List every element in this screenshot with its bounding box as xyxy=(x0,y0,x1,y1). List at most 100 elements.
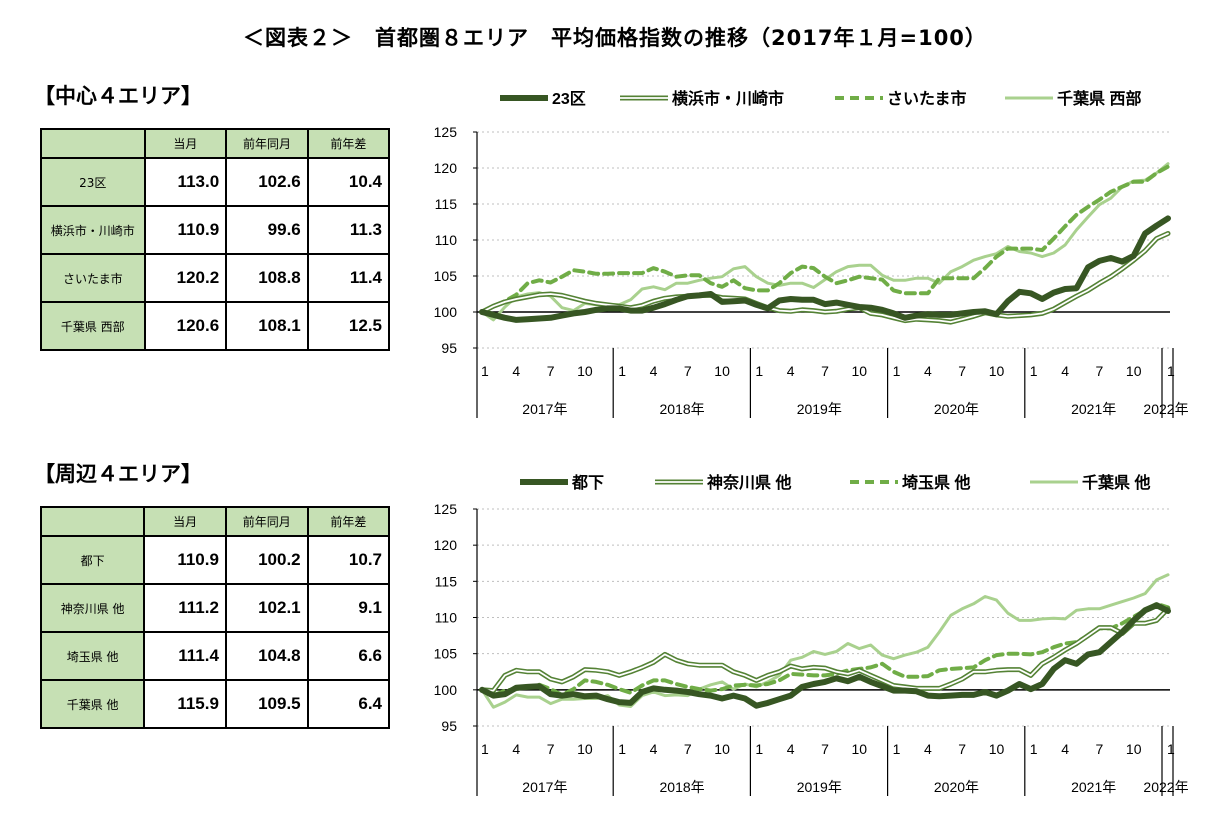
x-month-label: 10 xyxy=(852,363,868,379)
row-name: 千葉県 西部 xyxy=(40,301,146,351)
x-month-label: 7 xyxy=(547,741,555,757)
table-header-row: 当月 前年同月 前年差 xyxy=(40,128,391,159)
x-month-label: 7 xyxy=(821,741,829,757)
header-current: 当月 xyxy=(143,128,228,159)
x-year-label: 2017年 xyxy=(522,401,567,417)
diff-value: 12.5 xyxy=(306,301,391,351)
x-month-label: 1 xyxy=(618,363,626,379)
x-month-label: 10 xyxy=(1126,363,1142,379)
x-month-label: 7 xyxy=(1096,363,1104,379)
x-month-label: 4 xyxy=(512,363,520,379)
y-tick-label: 120 xyxy=(434,537,458,553)
x-month-label: 4 xyxy=(512,741,520,757)
prev-year-value: 108.1 xyxy=(225,301,309,351)
prev-year-value: 108.8 xyxy=(225,253,309,303)
current-value: 111.2 xyxy=(143,583,227,633)
diff-value: 6.6 xyxy=(306,631,391,681)
x-year-label: 2018年 xyxy=(660,779,705,795)
legend-label: さいたま市 xyxy=(887,89,967,108)
row-name: 神奈川県 他 xyxy=(39,583,146,633)
x-month-label: 1 xyxy=(755,363,763,379)
diff-value: 9.1 xyxy=(306,583,391,633)
header-diff: 前年差 xyxy=(306,128,391,159)
x-month-label: 4 xyxy=(787,741,795,757)
legend-label: 23区 xyxy=(552,90,586,108)
y-tick-label: 110 xyxy=(435,610,458,626)
x-month-label: 1 xyxy=(481,741,489,757)
x-month-label: 7 xyxy=(958,363,966,379)
x-year-label: 2022年 xyxy=(1143,401,1188,417)
table-row: 千葉県 西部 120.6 108.1 12.5 xyxy=(40,301,391,351)
x-month-label: 10 xyxy=(577,363,593,379)
row-name: 千葉県 他 xyxy=(39,679,146,729)
x-year-label: 2021年 xyxy=(1071,779,1116,795)
y-tick-label: 125 xyxy=(434,124,458,140)
x-month-label: 4 xyxy=(1061,741,1069,757)
x-month-label: 1 xyxy=(1167,363,1175,379)
x-month-label: 10 xyxy=(852,741,868,757)
x-month-label: 7 xyxy=(821,363,829,379)
current-value: 110.9 xyxy=(143,205,228,255)
x-month-label: 1 xyxy=(893,741,901,757)
series-line-light xyxy=(480,573,1170,709)
prev-year-value: 100.2 xyxy=(224,535,309,585)
prev-year-value: 102.1 xyxy=(224,583,309,633)
y-tick-label: 95 xyxy=(441,340,457,356)
current-value: 113.0 xyxy=(143,157,228,207)
y-tick-label: 125 xyxy=(434,501,458,517)
y-tick-label: 105 xyxy=(434,268,458,284)
x-month-label: 1 xyxy=(618,741,626,757)
x-month-label: 1 xyxy=(1030,741,1038,757)
x-month-label: 7 xyxy=(547,363,555,379)
legend-label: 千葉県 西部 xyxy=(1057,89,1141,108)
central-table: 当月 前年同月 前年差 23区 113.0 102.6 10.4 横浜市・川崎市 110… xyxy=(40,128,391,351)
diff-value: 11.3 xyxy=(306,205,391,255)
x-month-label: 4 xyxy=(650,363,658,379)
x-month-label: 10 xyxy=(1126,741,1142,757)
prev-year-value: 102.6 xyxy=(225,157,309,207)
header-blank xyxy=(39,506,146,537)
x-month-label: 7 xyxy=(958,741,966,757)
x-month-label: 7 xyxy=(684,363,692,379)
x-year-label: 2017年 xyxy=(522,779,567,795)
y-tick-label: 100 xyxy=(434,304,458,320)
table-row: 23区 113.0 102.6 10.4 xyxy=(40,157,391,207)
row-name: 23区 xyxy=(40,157,146,207)
current-value: 120.6 xyxy=(143,301,228,351)
diff-value: 10.7 xyxy=(306,535,391,585)
x-year-label: 2019年 xyxy=(797,401,842,417)
diff-value: 11.4 xyxy=(306,253,391,303)
x-year-label: 2021年 xyxy=(1071,401,1116,417)
header-blank xyxy=(40,128,146,159)
prev-year-value: 99.6 xyxy=(225,205,309,255)
current-value: 111.4 xyxy=(143,631,227,681)
x-month-label: 4 xyxy=(787,363,795,379)
x-year-label: 2020年 xyxy=(934,401,979,417)
y-tick-label: 105 xyxy=(434,646,458,662)
current-value: 110.9 xyxy=(143,535,227,585)
legend-label: 埼玉県 他 xyxy=(902,473,970,492)
x-month-label: 4 xyxy=(1061,363,1069,379)
x-month-label: 4 xyxy=(924,741,932,757)
y-tick-label: 100 xyxy=(434,682,458,698)
table-row: 都下 110.9 100.2 10.7 xyxy=(39,535,391,585)
x-month-label: 1 xyxy=(755,741,763,757)
x-year-label: 2018年 xyxy=(660,401,705,417)
row-name: 横浜市・川崎市 xyxy=(40,205,146,255)
page-title: ＜図表２＞ 首都圏８エリア 平均価格指数の推移（2017年１月=100） xyxy=(243,26,987,50)
x-year-label: 2022年 xyxy=(1143,779,1188,795)
table-row: さいたま市 120.2 108.8 11.4 xyxy=(40,253,391,303)
header-prev-year: 前年同月 xyxy=(224,506,309,537)
y-tick-label: 95 xyxy=(441,718,457,734)
x-month-label: 1 xyxy=(481,363,489,379)
series-line-dashed xyxy=(480,601,1170,698)
header-diff: 前年差 xyxy=(306,506,391,537)
header-prev-year: 前年同月 xyxy=(225,128,309,159)
row-name: 埼玉県 他 xyxy=(39,631,146,681)
x-month-label: 1 xyxy=(893,363,901,379)
header-current: 当月 xyxy=(143,506,227,537)
series-line-double-inner xyxy=(481,232,1169,324)
table-header-row: 当月 前年同月 前年差 xyxy=(39,506,391,537)
suburban-table: 当月 前年同月 前年差 都下 110.9 100.2 10.7 神奈川県 他 111.2… xyxy=(39,506,391,729)
